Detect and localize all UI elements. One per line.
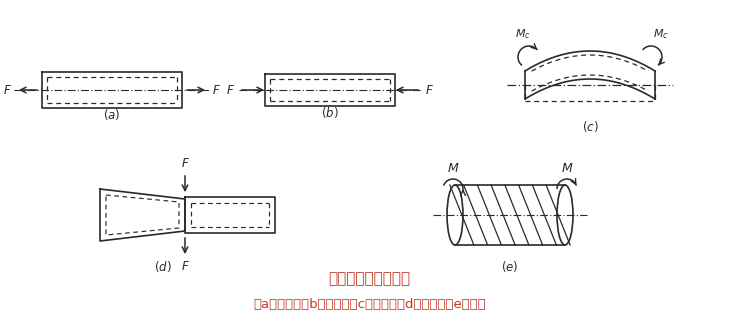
Text: $(c)$: $(c)$ <box>582 119 599 134</box>
Text: $(a)$: $(a)$ <box>103 107 120 122</box>
Text: $F$: $F$ <box>3 84 12 96</box>
Text: $(d)$: $(d)$ <box>154 259 171 274</box>
Text: $F$: $F$ <box>425 84 434 96</box>
Text: $F$: $F$ <box>212 84 221 96</box>
Text: （a）拉伸；（b）压缩；（c）弯曲；（d）剪切；（e）扭转: （a）拉伸；（b）压缩；（c）弯曲；（d）剪切；（e）扭转 <box>253 298 486 312</box>
Text: $F$: $F$ <box>226 84 235 96</box>
Text: $F$: $F$ <box>180 260 189 273</box>
Text: $M$: $M$ <box>447 162 459 175</box>
Text: $M_c$: $M_c$ <box>515 27 531 41</box>
Text: $(e)$: $(e)$ <box>501 259 519 274</box>
Text: 杆件的受力形式示意: 杆件的受力形式示意 <box>328 271 411 287</box>
Text: $M$: $M$ <box>561 162 573 175</box>
Text: $M_c$: $M_c$ <box>653 27 669 41</box>
Text: $(b)$: $(b)$ <box>321 105 338 120</box>
Text: $F$: $F$ <box>180 157 189 170</box>
